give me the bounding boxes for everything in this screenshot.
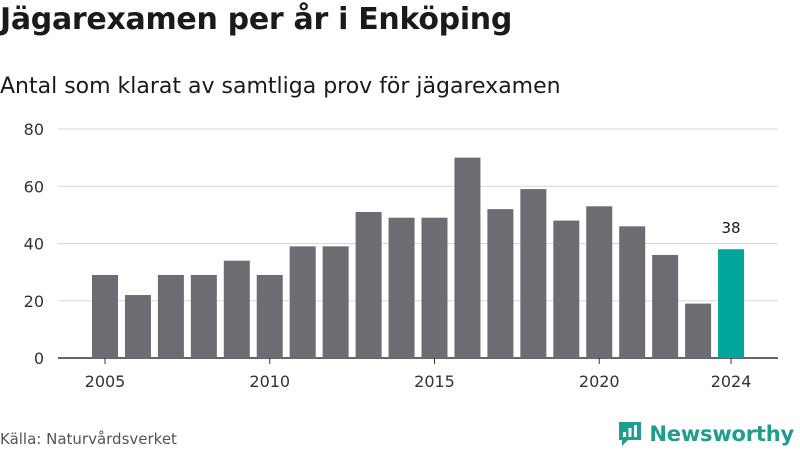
y-tick-label: 20 [24,292,44,311]
bar-2023 [685,303,712,358]
chart-title: Jägarexamen per år i Enköping [0,2,513,37]
brand-name: Newsworthy [649,422,794,446]
x-tick-label: 2010 [249,372,290,391]
bar-2008 [190,274,217,358]
bar-2011 [289,246,316,358]
y-tick-label: 40 [24,235,44,254]
x-tick-label: 2015 [414,372,455,391]
bar-2019 [553,220,580,358]
source-note: Källa: Naturvårdsverket [0,430,177,448]
bars [92,157,745,358]
data-labels: 38 [722,219,741,237]
bar-2009 [223,260,250,358]
x-tick-label: 2024 [711,372,752,391]
bar-chart: 0 20 40 60 80 38 2005 2010 2015 2020 2024 [24,120,778,391]
bar-2007 [157,274,184,358]
y-tick-label: 0 [34,349,44,368]
bar-2024 [718,249,745,358]
y-tick-label: 80 [24,120,44,139]
bar-2016 [454,157,481,358]
bar-2013 [355,212,382,358]
bar-2010 [256,274,283,358]
bar-2014 [388,217,415,358]
x-axis-ticks: 2005 2010 2015 2020 2024 [85,358,752,391]
x-tick-label: 2020 [579,372,620,391]
y-tick-label: 60 [24,177,44,196]
chart-subtitle: Antal som klarat av samtliga prov för jä… [0,74,561,99]
bar-2022 [652,254,679,358]
newsworthy-logo-icon [619,422,642,446]
bar-2020 [586,206,613,358]
bar-2005 [92,274,118,358]
data-label-2024: 38 [722,219,741,237]
bar-2015 [421,217,448,358]
bar-2012 [322,246,349,358]
bar-2021 [619,226,646,358]
x-tick-label: 2005 [85,372,126,391]
brand-logo: Newsworthy [617,420,794,448]
bar-2017 [487,209,514,358]
bar-2006 [124,295,151,358]
bar-2018 [520,189,547,358]
y-axis-ticks: 0 20 40 60 80 [24,120,44,368]
